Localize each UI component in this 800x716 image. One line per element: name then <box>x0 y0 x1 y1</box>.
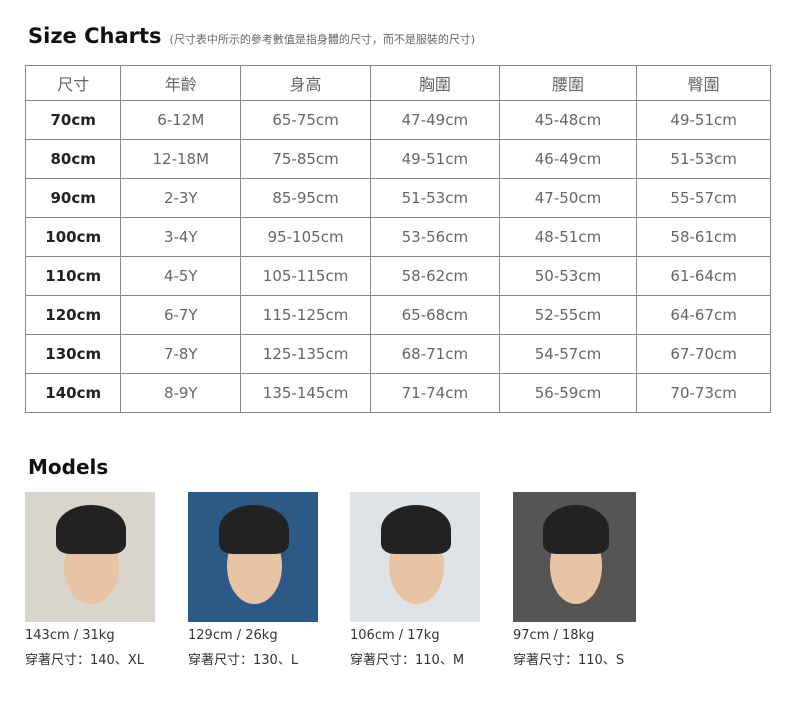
model-stats: 129cm / 26kg <box>188 628 278 643</box>
table-cell: 68-71cm <box>369 334 500 374</box>
model-card: 129cm / 26kg 穿著尺寸：130、L <box>188 492 318 668</box>
model-card: 143cm / 31kg 穿著尺寸：140、XL <box>25 492 155 668</box>
table-cell: 75-85cm <box>240 139 371 179</box>
hair-shape <box>381 505 452 555</box>
table-cell: 53-56cm <box>369 217 500 257</box>
table-cell: 7-8Y <box>120 334 242 374</box>
table-cell: 130cm <box>24 334 122 374</box>
page-title: Size Charts <box>28 24 162 48</box>
table-cell: 65-75cm <box>240 100 371 140</box>
table-cell: 51-53cm <box>636 139 771 179</box>
size-chart-table: 尺寸 年齡 身高 胸圍 腰圍 臀圍 70cm 6-12M 65-75cm 47-49cm 45-4… <box>24 65 771 413</box>
table-cell: 90cm <box>24 178 122 218</box>
column-header: 尺寸 <box>24 65 122 101</box>
table-row: 110cm 4-5Y 105-115cm 58-62cm 50-53cm 61-64cm <box>24 256 771 296</box>
table-cell: 49-51cm <box>369 139 500 179</box>
table-cell: 56-59cm <box>498 373 638 413</box>
table-cell: 58-61cm <box>636 217 771 257</box>
table-cell: 12-18M <box>120 139 242 179</box>
table-cell: 70-73cm <box>636 373 771 413</box>
table-row: 80cm 12-18M 75-85cm 49-51cm 46-49cm 51-53cm <box>24 139 771 179</box>
table-cell: 54-57cm <box>498 334 638 374</box>
table-cell: 47-49cm <box>369 100 500 140</box>
table-cell: 67-70cm <box>636 334 771 374</box>
model-photo <box>513 492 636 622</box>
table-cell: 4-5Y <box>120 256 242 296</box>
table-cell: 6-12M <box>120 100 242 140</box>
table-cell: 51-53cm <box>369 178 500 218</box>
table-cell: 80cm <box>24 139 122 179</box>
model-wearing-size: 穿著尺寸：140、XL <box>25 653 144 668</box>
model-photo <box>350 492 480 622</box>
table-cell: 48-51cm <box>498 217 638 257</box>
model-stats: 97cm / 18kg <box>513 628 595 643</box>
column-header: 年齡 <box>120 65 242 101</box>
model-wearing-size: 穿著尺寸：130、L <box>188 653 299 668</box>
table-cell: 85-95cm <box>240 178 371 218</box>
table-header-row: 尺寸 年齡 身高 胸圍 腰圍 臀圍 <box>24 65 771 101</box>
table-cell: 110cm <box>24 256 122 296</box>
table-cell: 125-135cm <box>240 334 371 374</box>
table-cell: 115-125cm <box>240 295 371 335</box>
model-card: 106cm / 17kg 穿著尺寸：110、M <box>350 492 480 668</box>
table-cell: 65-68cm <box>369 295 500 335</box>
table-cell: 6-7Y <box>120 295 242 335</box>
model-photo <box>25 492 155 622</box>
model-stats: 106cm / 17kg <box>350 628 440 643</box>
model-wearing-size: 穿著尺寸：110、M <box>350 653 465 668</box>
table-cell: 120cm <box>24 295 122 335</box>
table-row: 140cm 8-9Y 135-145cm 71-74cm 56-59cm 70-73cm <box>24 373 771 413</box>
header: Size Charts (尺寸表中所示的參考數值是指身體的尺寸，而不是服裝的尺寸… <box>28 24 475 48</box>
table-cell: 3-4Y <box>120 217 242 257</box>
table-row: 100cm 3-4Y 95-105cm 53-56cm 48-51cm 58-61cm <box>24 217 771 257</box>
column-header: 身高 <box>240 65 371 101</box>
table-cell: 71-74cm <box>369 373 500 413</box>
hair-shape <box>219 505 290 555</box>
column-header: 胸圍 <box>369 65 500 101</box>
table-cell: 52-55cm <box>498 295 638 335</box>
model-wearing-size: 穿著尺寸：110、S <box>513 653 625 668</box>
models-title: Models <box>28 455 109 479</box>
table-cell: 100cm <box>24 217 122 257</box>
model-photo <box>188 492 318 622</box>
table-row: 70cm 6-12M 65-75cm 47-49cm 45-48cm 49-51cm <box>24 100 771 140</box>
table-cell: 49-51cm <box>636 100 771 140</box>
model-stats: 143cm / 31kg <box>25 628 115 643</box>
column-header: 臀圍 <box>636 65 771 101</box>
table-cell: 46-49cm <box>498 139 638 179</box>
table-cell: 64-67cm <box>636 295 771 335</box>
table-row: 90cm 2-3Y 85-95cm 51-53cm 47-50cm 55-57cm <box>24 178 771 218</box>
table-row: 120cm 6-7Y 115-125cm 65-68cm 52-55cm 64-67cm <box>24 295 771 335</box>
page-subtitle: (尺寸表中所示的參考數值是指身體的尺寸，而不是服裝的尺寸) <box>169 33 476 46</box>
column-header: 腰圍 <box>498 65 638 101</box>
table-cell: 70cm <box>24 100 122 140</box>
table-cell: 61-64cm <box>636 256 771 296</box>
hair-shape <box>542 505 609 555</box>
table-cell: 45-48cm <box>498 100 638 140</box>
model-card: 97cm / 18kg 穿著尺寸：110、S <box>513 492 636 668</box>
table-cell: 50-53cm <box>498 256 638 296</box>
table-cell: 55-57cm <box>636 178 771 218</box>
table-cell: 8-9Y <box>120 373 242 413</box>
table-cell: 140cm <box>24 373 122 413</box>
table-cell: 95-105cm <box>240 217 371 257</box>
table-cell: 2-3Y <box>120 178 242 218</box>
table-cell: 105-115cm <box>240 256 371 296</box>
table-row: 130cm 7-8Y 125-135cm 68-71cm 54-57cm 67-70cm <box>24 334 771 374</box>
table-cell: 47-50cm <box>498 178 638 218</box>
hair-shape <box>56 505 127 555</box>
table-cell: 58-62cm <box>369 256 500 296</box>
table-cell: 135-145cm <box>240 373 371 413</box>
